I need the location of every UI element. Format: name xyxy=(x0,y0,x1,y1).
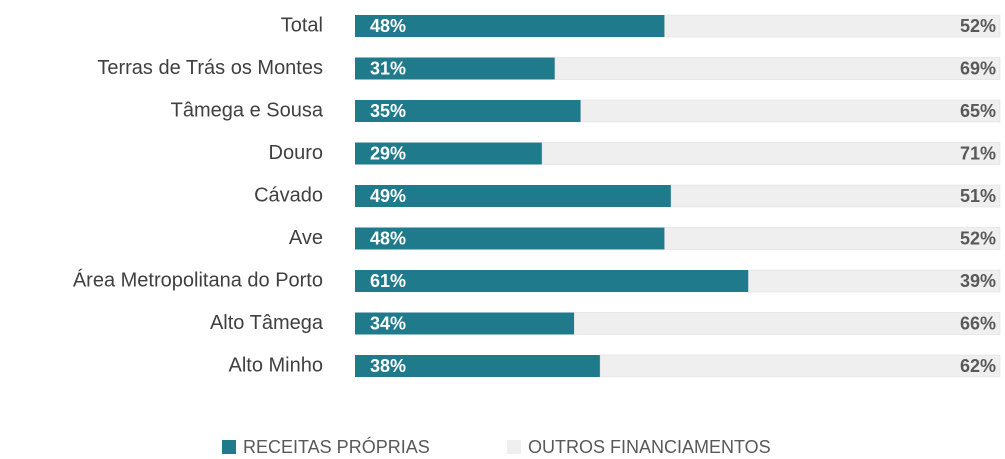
value-label: 39% xyxy=(960,271,996,291)
bar-segment xyxy=(574,312,1001,335)
legend-swatch xyxy=(222,440,236,454)
bar-segment xyxy=(355,142,543,165)
category-label: Terras de Trás os Montes xyxy=(97,57,323,79)
bar-segment xyxy=(541,142,1001,165)
bar-segment xyxy=(355,270,749,292)
bar-segment xyxy=(580,99,1001,123)
value-label: 48% xyxy=(370,16,406,36)
category-label: Cávado xyxy=(254,184,323,206)
bar-segment xyxy=(355,15,665,37)
value-label: 38% xyxy=(370,356,406,376)
value-label: 66% xyxy=(960,313,996,333)
value-label: 52% xyxy=(960,16,996,36)
value-label: 65% xyxy=(960,101,996,121)
value-label: 61% xyxy=(370,271,406,291)
legend-label: RECEITAS PRÓPRIAS xyxy=(243,436,430,457)
value-label: 69% xyxy=(960,58,996,78)
bar-segment xyxy=(670,184,1001,208)
value-label: 52% xyxy=(960,228,996,248)
category-label: Alto Tâmega xyxy=(210,312,324,334)
legend-swatch xyxy=(507,440,521,454)
category-label: Douro xyxy=(269,142,323,164)
bar-segment xyxy=(599,354,1001,378)
bar-segment xyxy=(554,57,1001,80)
bar-segment xyxy=(355,355,601,377)
bar-segment xyxy=(355,312,575,335)
value-label: 31% xyxy=(370,58,406,78)
value-label: 62% xyxy=(960,356,996,376)
category-label: Ave xyxy=(289,227,323,249)
bar-segment xyxy=(355,185,672,207)
value-label: 51% xyxy=(960,186,996,206)
bar-segment xyxy=(355,227,665,250)
value-label: 48% xyxy=(370,228,406,248)
category-label: Alto Minho xyxy=(229,354,324,376)
bar-segment xyxy=(664,227,1001,250)
value-label: 49% xyxy=(370,186,406,206)
bar-segment xyxy=(355,100,581,122)
bar-segment xyxy=(748,269,1001,293)
value-label: 71% xyxy=(960,143,996,163)
category-label: Área Metropolitana do Porto xyxy=(73,268,323,291)
bar-segment xyxy=(355,57,555,80)
bar-segment xyxy=(664,14,1001,38)
value-label: 35% xyxy=(370,101,406,121)
value-label: 34% xyxy=(370,313,406,333)
category-label: Total xyxy=(281,14,323,36)
value-label: 29% xyxy=(370,143,406,163)
category-label: Tâmega e Sousa xyxy=(171,99,324,121)
legend-label: OUTROS FINANCIAMENTOS xyxy=(528,437,771,457)
